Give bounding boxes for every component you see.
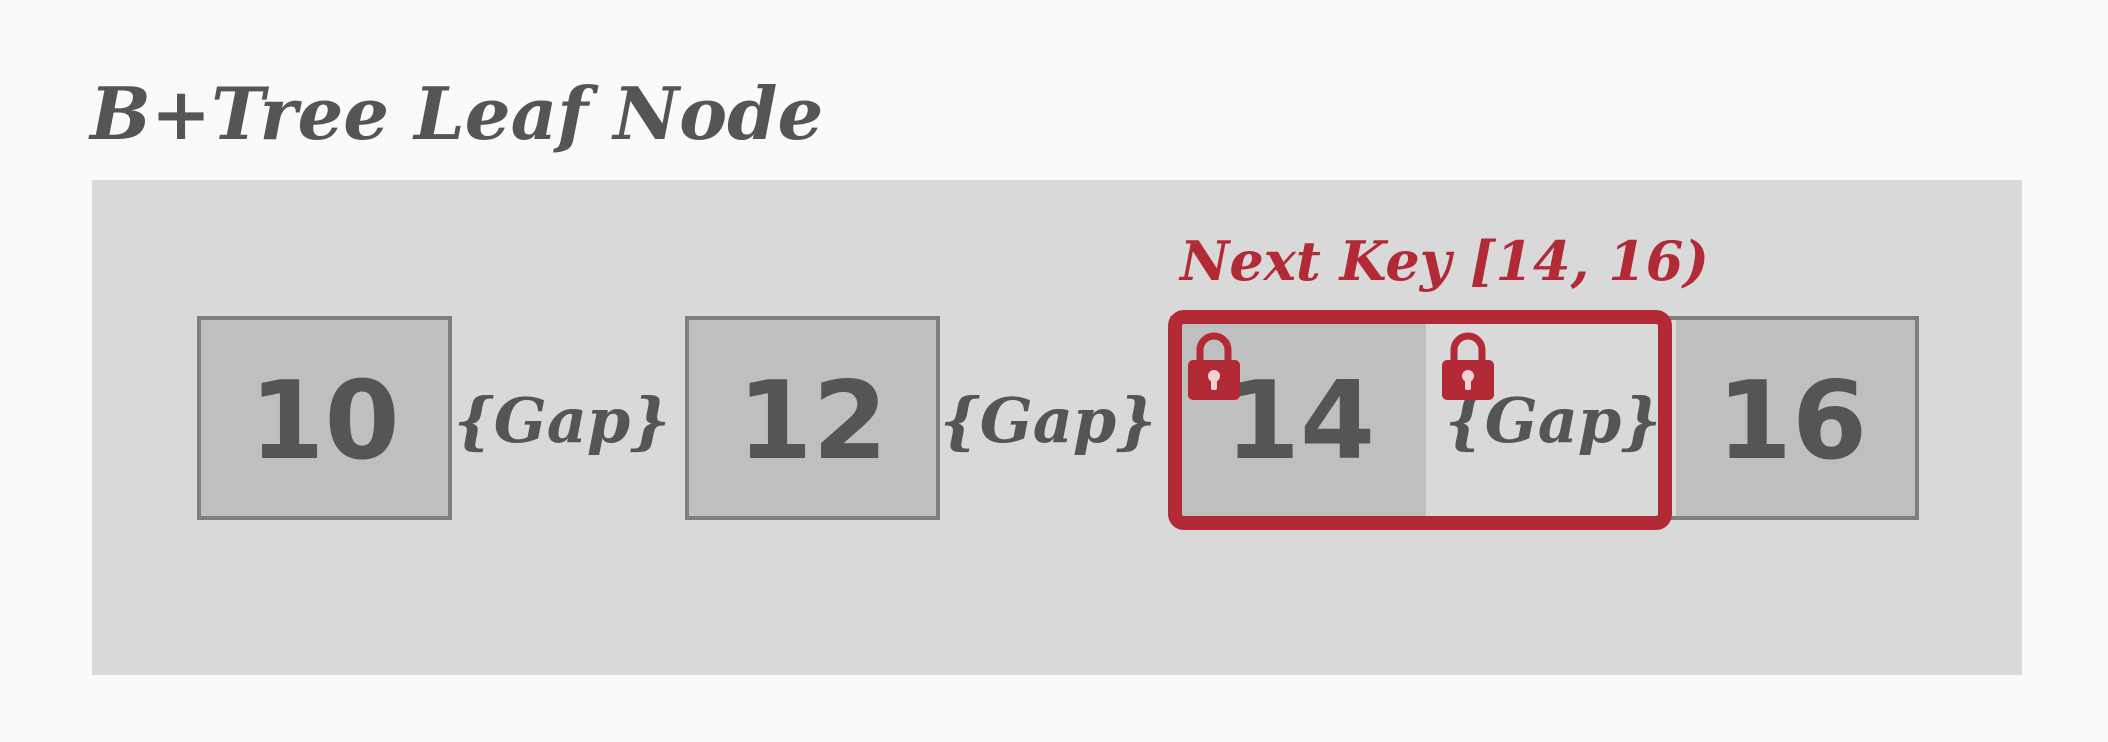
gap-label: {Gap}: [453, 383, 671, 457]
next-key-lock-label: Next Key [14, 16): [1180, 229, 1709, 293]
key-box: 10: [197, 316, 452, 520]
key-box: 16: [1665, 316, 1919, 520]
lock-icon: [1442, 332, 1494, 400]
key-box: 12: [685, 316, 940, 520]
next-key-lock-range: [1168, 310, 1672, 530]
gap-label: {Gap}: [939, 383, 1157, 457]
diagram-title: B+Tree Leaf Node: [90, 71, 824, 156]
lock-icon: [1188, 332, 1240, 400]
key-box-locked: 14: [1170, 316, 1430, 520]
